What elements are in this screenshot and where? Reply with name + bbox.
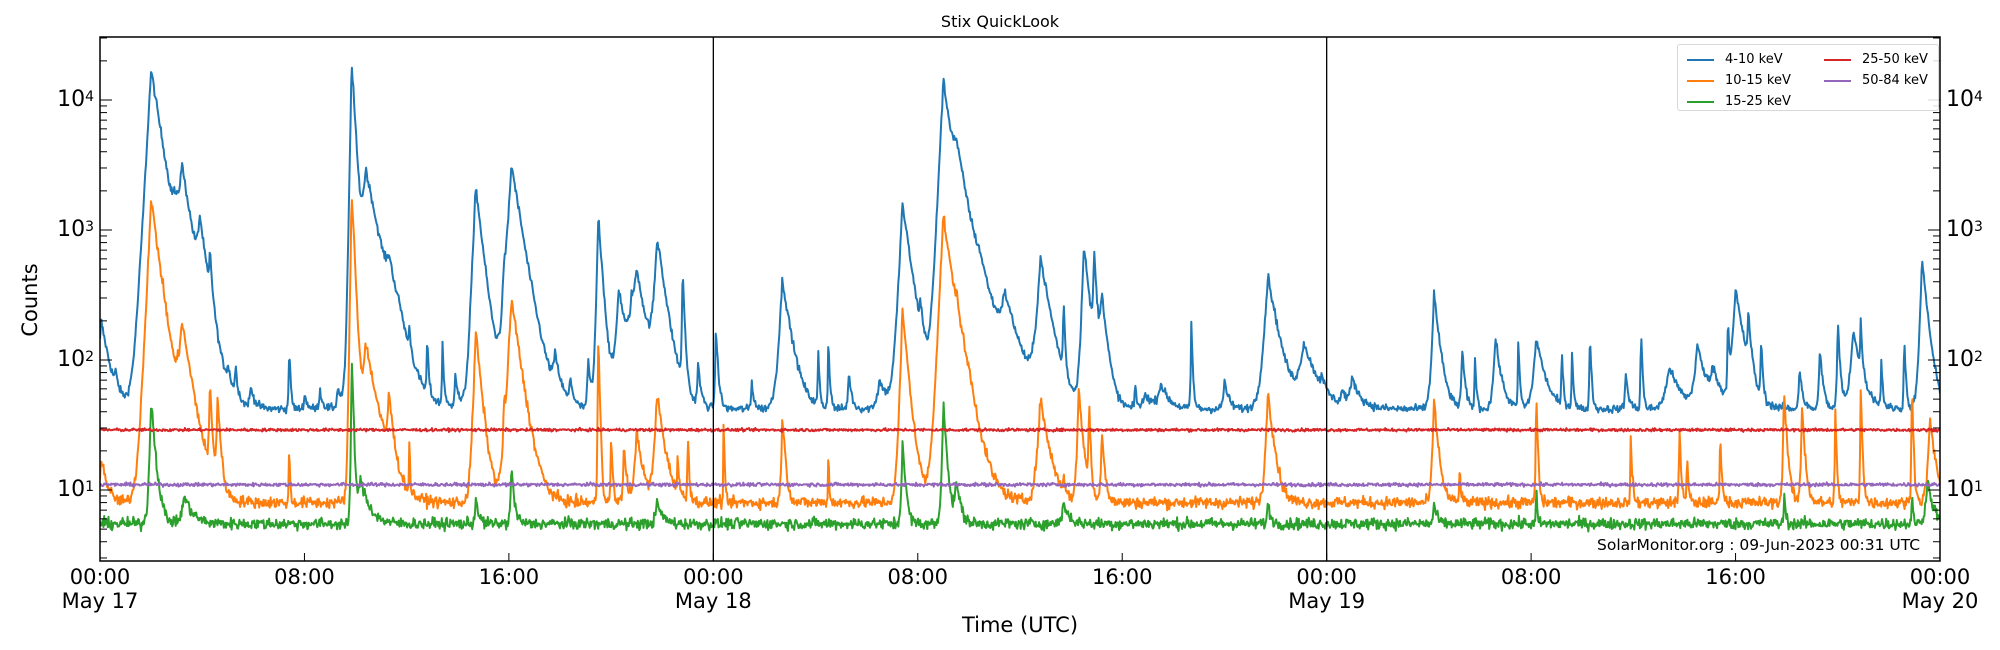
- legend-label: 10-15 keV: [1725, 73, 1791, 88]
- legend-swatch-icon: [1824, 59, 1851, 61]
- legend-swatch-icon: [1687, 80, 1714, 82]
- y-tick-label-left: 102: [57, 347, 94, 372]
- x-axis-label: Time (UTC): [961, 613, 1079, 637]
- axes-layer: [99, 36, 1941, 562]
- series-line-15-25kev: [100, 362, 1940, 533]
- x-tick-label: 00:00 May 20: [1901, 565, 1979, 613]
- series-line-25-50kev: [100, 426, 1940, 433]
- y-tick-label-right: 102: [1946, 347, 1983, 372]
- x-tick-label: 16:00: [1705, 565, 1766, 589]
- series-line-10-15kev: [100, 199, 1940, 512]
- x-tick-label: 16:00: [1091, 565, 1153, 589]
- plot-frame: [99, 36, 1941, 562]
- legend: 4-10 keV 10-15 keV 15-25 keV 25-50 keV 5…: [1677, 44, 1939, 111]
- legend-label: 15-25 keV: [1725, 94, 1791, 109]
- y-tick-label-right: 101: [1946, 477, 1983, 502]
- legend-swatch-icon: [1687, 59, 1714, 61]
- x-tick-label: 08:00: [274, 565, 335, 589]
- x-tick-label: 08:00: [887, 565, 949, 589]
- legend-swatch-icon: [1824, 80, 1851, 82]
- y-tick-label-right: 104: [1946, 87, 1983, 112]
- series-line-4-10kev: [100, 66, 1940, 415]
- y-tick-label-left: 103: [57, 217, 94, 242]
- x-tick-label: 00:00 May 19: [1288, 565, 1366, 613]
- source-annotation: SolarMonitor.org : 09-Jun-2023 00:31 UTC: [1597, 536, 1921, 554]
- x-tick-label: 08:00: [1500, 565, 1562, 589]
- y-tick-label-left: 101: [57, 477, 94, 502]
- legend-item-15-25kev: 15-25 keV: [1687, 95, 1791, 109]
- legend-label: 50-84 keV: [1862, 73, 1928, 88]
- series-layer: [100, 66, 1940, 533]
- y-tick-label-left: 104: [57, 87, 94, 112]
- x-tick-label: 00:00 May 18: [674, 565, 752, 613]
- legend-item-10-15kev: 10-15 keV: [1687, 74, 1791, 88]
- legend-item-4-10kev: 4-10 keV: [1687, 53, 1783, 67]
- x-tick-label: 00:00 May 17: [61, 565, 139, 613]
- y-axis-label: Counts: [18, 263, 42, 337]
- y-tick-label-right: 103: [1946, 217, 1983, 242]
- legend-item-25-50kev: 25-50 keV: [1824, 53, 1928, 67]
- x-tick-label: 16:00: [478, 565, 540, 589]
- legend-label: 4-10 keV: [1725, 52, 1783, 67]
- chart-title: Stix QuickLook: [940, 12, 1060, 31]
- legend-swatch-icon: [1687, 101, 1714, 103]
- series-line-50-84kev: [100, 481, 1940, 488]
- legend-label: 25-50 keV: [1862, 52, 1928, 67]
- legend-item-50-84kev: 50-84 keV: [1824, 74, 1928, 88]
